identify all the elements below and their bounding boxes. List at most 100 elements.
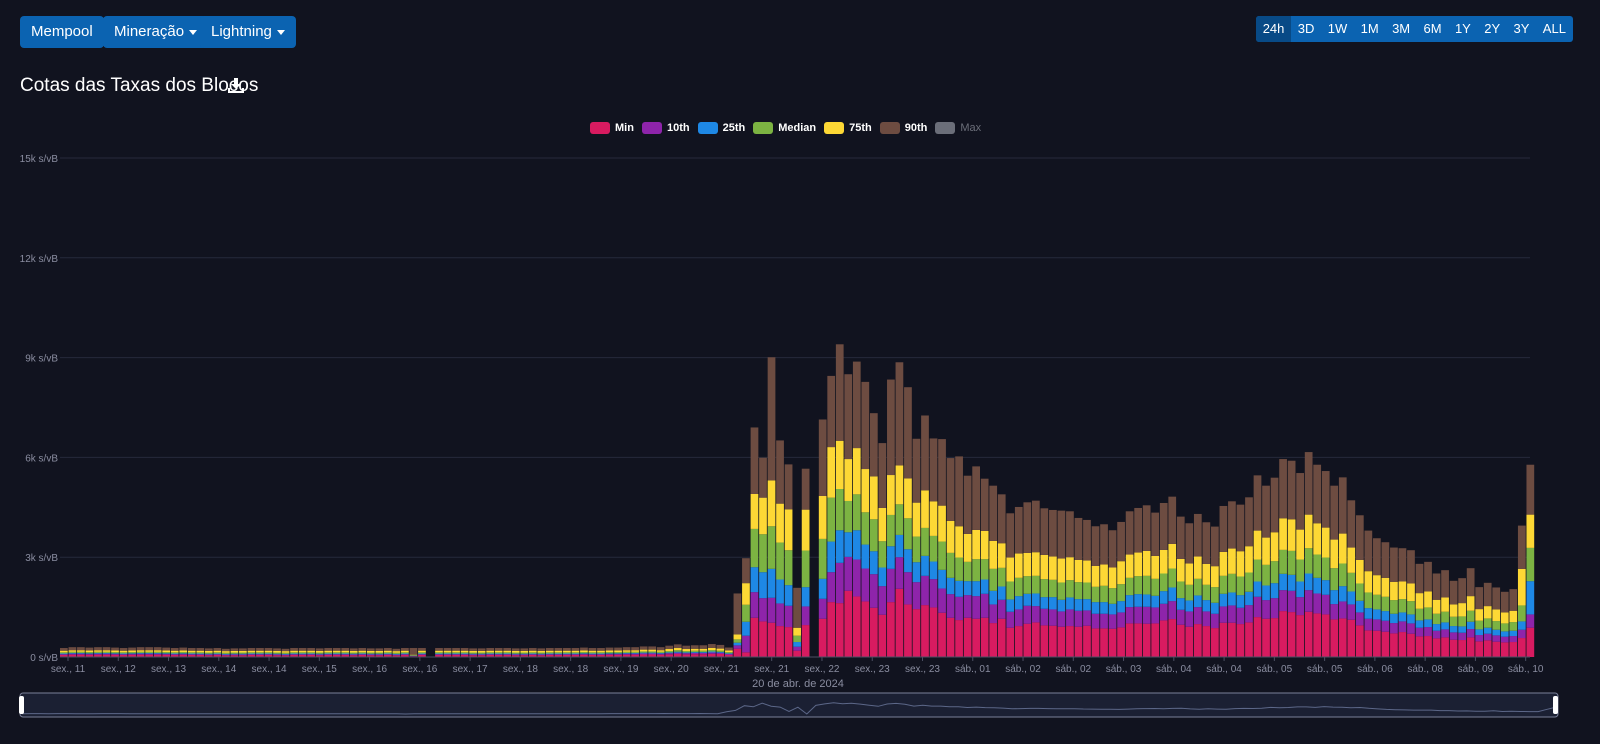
bar-segment-25th[interactable] — [332, 653, 341, 655]
bar-segment-median[interactable] — [725, 652, 733, 654]
bar-segment-median[interactable] — [699, 650, 708, 653]
bar-segment-90th[interactable] — [784, 464, 793, 510]
bar-segment-90th[interactable] — [1287, 460, 1296, 520]
bar-segment-90th[interactable] — [247, 648, 256, 651]
bar-segment-median[interactable] — [204, 652, 213, 654]
bar-segment-median[interactable] — [878, 541, 887, 568]
bar-segment-10th[interactable] — [1355, 612, 1364, 626]
bar-segment-min[interactable] — [852, 596, 861, 657]
bar-segment-10th[interactable] — [1492, 635, 1501, 642]
bar-segment-10th[interactable] — [366, 654, 375, 656]
bar-segment-25th[interactable] — [77, 653, 85, 654]
bar-segment-min[interactable] — [443, 655, 452, 657]
bar-segment-90th[interactable] — [315, 648, 324, 651]
bar-segment-25th[interactable] — [682, 652, 691, 654]
bar-segment-75th[interactable] — [1134, 552, 1143, 577]
bar-segment-25th[interactable] — [298, 653, 307, 655]
bar-segment-min[interactable] — [503, 655, 512, 657]
bar-segment-90th[interactable] — [213, 648, 222, 651]
bar-segment-75th[interactable] — [452, 650, 460, 653]
bar-segment-90th[interactable] — [264, 648, 273, 651]
bar-segment-90th[interactable] — [665, 645, 674, 650]
bar-segment-25th[interactable] — [767, 568, 776, 598]
bar-segment-25th[interactable] — [793, 642, 801, 647]
bar-segment-10th[interactable] — [1262, 600, 1270, 619]
bar-segment-10th[interactable] — [622, 653, 631, 655]
bar-segment-25th[interactable] — [1074, 599, 1083, 611]
bar-segment-75th[interactable] — [187, 650, 196, 653]
bar-segment-min[interactable] — [1074, 626, 1083, 657]
bar-segment-75th[interactable] — [571, 650, 580, 653]
bar-segment-10th[interactable] — [1142, 606, 1151, 624]
bar-segment-75th[interactable] — [1364, 571, 1373, 593]
bar-segment-min[interactable] — [102, 654, 111, 657]
bar-segment-min[interactable] — [784, 627, 793, 657]
bar-segment-25th[interactable] — [273, 653, 281, 655]
bar-segment-10th[interactable] — [563, 654, 571, 655]
bar-segment-75th[interactable] — [349, 650, 358, 653]
bar-segment-75th[interactable] — [648, 649, 657, 652]
bar-segment-median[interactable] — [1347, 572, 1356, 592]
bar-segment-75th[interactable] — [324, 650, 333, 653]
bar-segment-10th[interactable] — [639, 653, 648, 655]
bar-segment-75th[interactable] — [1211, 566, 1219, 588]
bar-segment-10th[interactable] — [1057, 611, 1066, 627]
bar-segment-75th[interactable] — [818, 495, 827, 539]
bar-segment-min[interactable] — [1424, 636, 1432, 657]
bar-segment-min[interactable] — [955, 620, 963, 657]
bar-segment-10th[interactable] — [1245, 605, 1253, 623]
bar-segment-min[interactable] — [750, 617, 759, 657]
bar-segment-75th[interactable] — [136, 650, 145, 652]
bar-segment-75th[interactable] — [690, 648, 699, 651]
bar-segment-75th[interactable] — [656, 650, 665, 652]
bar-segment-10th[interactable] — [1517, 629, 1526, 639]
bar-segment-25th[interactable] — [1449, 626, 1458, 633]
bar-segment-min[interactable] — [1057, 626, 1066, 657]
bar-segment-median[interactable] — [1057, 582, 1066, 600]
bar-segment-75th[interactable] — [1492, 609, 1501, 622]
bar-segment-median[interactable] — [690, 650, 699, 653]
bar-segment-75th[interactable] — [614, 650, 622, 653]
bar-segment-25th[interactable] — [1117, 601, 1125, 613]
bar-segment-75th[interactable] — [784, 509, 793, 551]
bar-segment-75th[interactable] — [1338, 533, 1347, 564]
bar-segment-10th[interactable] — [315, 654, 324, 656]
bar-segment-10th[interactable] — [1211, 613, 1219, 629]
bar-segment-90th[interactable] — [938, 439, 946, 506]
bar-segment-median[interactable] — [767, 526, 776, 569]
bar-segment-25th[interactable] — [887, 546, 895, 569]
bar-segment-75th[interactable] — [443, 650, 452, 653]
bar-segment-90th[interactable] — [349, 648, 358, 651]
bar-segment-25th[interactable] — [1006, 599, 1015, 612]
bar-segment-25th[interactable] — [247, 653, 256, 655]
bar-segment-10th[interactable] — [1014, 609, 1023, 627]
bar-segment-75th[interactable] — [1193, 556, 1202, 579]
bar-segment-median[interactable] — [631, 651, 639, 653]
bar-segment-median[interactable] — [324, 652, 333, 654]
bar-segment-10th[interactable] — [1006, 611, 1015, 628]
bar-segment-75th[interactable] — [554, 650, 563, 653]
bar-segment-90th[interactable] — [955, 456, 963, 527]
bar-segment-min[interactable] — [844, 590, 853, 657]
bar-segment-25th[interactable] — [290, 653, 298, 655]
bar-segment-90th[interactable] — [1313, 464, 1322, 524]
bar-segment-median[interactable] — [349, 652, 358, 654]
bar-segment-median[interactable] — [1424, 607, 1432, 620]
bar-segment-75th[interactable] — [358, 650, 367, 653]
bar-segment-25th[interactable] — [605, 653, 614, 654]
bar-segment-75th[interactable] — [1287, 519, 1296, 551]
bar-segment-median[interactable] — [1117, 584, 1125, 602]
legend-item-max[interactable]: Max — [935, 122, 981, 134]
bar-segment-10th[interactable] — [1023, 605, 1032, 624]
bar-segment-25th[interactable] — [511, 653, 520, 655]
bar-segment-10th[interactable] — [1441, 629, 1449, 638]
bar-segment-min[interactable] — [895, 588, 904, 657]
legend-item-75th[interactable]: 75th — [824, 122, 872, 134]
bar-segment-75th[interactable] — [750, 493, 759, 529]
bar-segment-min[interactable] — [1381, 631, 1390, 657]
bar-segment-25th[interactable] — [1023, 593, 1032, 606]
bar-segment-min[interactable] — [827, 602, 836, 657]
bar-segment-90th[interactable] — [239, 648, 247, 651]
bar-segment-min[interactable] — [759, 621, 767, 657]
bar-segment-25th[interactable] — [1202, 600, 1211, 612]
